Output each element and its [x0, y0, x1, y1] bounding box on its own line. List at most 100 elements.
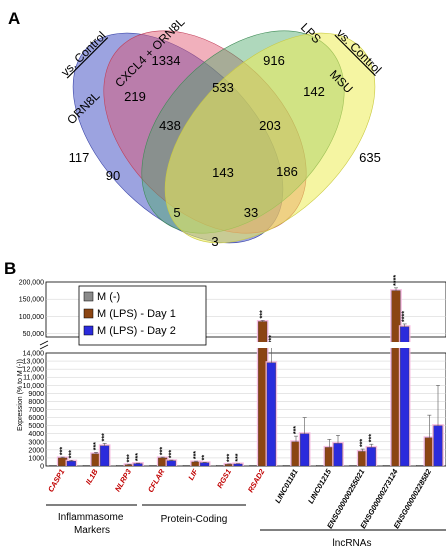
legend-swatch-m-lps-day2 [83, 325, 94, 336]
bar [200, 462, 210, 467]
x-tick-label: RSAD2 [246, 467, 267, 494]
significance-stars: *** [160, 447, 167, 455]
significance-stars: *** [360, 439, 367, 447]
bar [300, 433, 310, 467]
y-tick-label: 8000 [28, 399, 44, 406]
y-tick-label: 13,000 [23, 359, 45, 366]
x-tick-label: LINC01215 [306, 467, 333, 505]
bars: *** ************ ****** *** *** ** *** ********… [49, 275, 444, 467]
group-label-inflammasome-line2: Markers [74, 525, 110, 536]
bar [166, 460, 176, 467]
significance-stars: *** [126, 454, 133, 462]
significance-stars: *** [102, 433, 109, 441]
y-tick-label: 11,000 [23, 375, 44, 382]
venn-count-lps-msu: 142 [303, 84, 325, 99]
venn-set-msu [164, 32, 376, 244]
legend-label-m-lps-day2: M (LPS) - Day 2 [97, 325, 176, 337]
x-tick-label: LIF [186, 467, 200, 482]
legend: M (-) M (LPS) - Day 1 M (LPS) - Day 2 [78, 285, 207, 346]
panel-a-letter: A [8, 9, 20, 28]
legend-label-m-neg: M (-) [97, 291, 120, 303]
venn-count-cxcl-lps-msu: 203 [259, 118, 281, 133]
venn-count-cxcl-lps: 533 [212, 80, 234, 95]
y-tick-label: 3000 [28, 439, 44, 446]
y-tick-label: 7000 [28, 407, 44, 414]
legend-swatch-m-lps-day1 [83, 308, 94, 319]
venn-count-orn-only: 117 [69, 150, 90, 165]
legend-label-m-lps-day1: M (LPS) - Day 1 [97, 308, 176, 320]
y-tick-label: 4000 [28, 431, 44, 438]
y-tick-label: 150,000 [19, 297, 44, 304]
venn-count-orn-lps-msu: 5 [173, 205, 180, 220]
significance-stars: *** [168, 450, 175, 458]
legend-box [78, 285, 207, 346]
y-tick-label: 10,000 [23, 383, 45, 390]
significance-stars: *** [226, 454, 233, 462]
group-label-lncrnas: lncRNAs [333, 538, 372, 549]
significance-stars: *** [60, 447, 67, 455]
venn-count-msu-only: 635 [359, 150, 381, 165]
axis-break [39, 340, 446, 350]
bar [333, 443, 343, 467]
significance-stars: *** [193, 451, 200, 459]
y-axis-label: Expression (% to M (-)) [17, 359, 24, 431]
x-tick-label: ENSG00000228582 [392, 467, 434, 530]
gridlines [45, 281, 446, 467]
significance-stars: *** [368, 434, 375, 442]
y-tick-label: 1000 [28, 455, 44, 462]
venn-diagram [72, 30, 376, 244]
venn-count-orn-msu: 3 [211, 234, 218, 249]
significance-stars: *** [293, 426, 300, 434]
group-label-protein-coding: Protein-Coding [161, 514, 228, 525]
y-tick-label: 0 [40, 464, 44, 471]
group-label-inflammasome-line1: Inflammasome [58, 512, 124, 523]
y-tick-label: 50,000 [23, 331, 45, 338]
venn-count-orn-lps: 90 [106, 168, 120, 183]
significance-stars: **** [393, 275, 400, 286]
bar [133, 463, 143, 467]
panel-b-letter: B [4, 259, 16, 278]
significance-stars: ** [202, 455, 209, 461]
x-tick-label: CFLAR [146, 467, 167, 494]
x-tick-label: RGS1 [215, 468, 233, 490]
group-brackets: Inflammasome Markers Protein-Coding lncR… [46, 504, 446, 549]
bar [433, 425, 443, 467]
group-label-inflammasome: Inflammasome Markers [58, 512, 126, 536]
y-tick-label: 6000 [28, 415, 44, 422]
upper-axis-frame [45, 281, 446, 338]
significance-stars: *** [68, 450, 75, 458]
y-tick-label: 9000 [28, 391, 44, 398]
venn-count-cxcl-msu: 186 [276, 164, 298, 179]
significance-stars: *** [268, 335, 275, 343]
significance-stars: *** [135, 453, 142, 461]
bar [233, 463, 243, 467]
y-tick-label: 200,000 [19, 280, 44, 287]
legend-swatch-m-neg [83, 291, 94, 302]
y-tick-label: 2000 [28, 447, 44, 454]
venn-counts: 117 1334 916 635 219 533 142 90 186 438 … [69, 53, 381, 249]
x-tick-label: LINC01181 [273, 468, 300, 505]
bar [100, 445, 110, 467]
venn-count-orn-cxcl: 219 [124, 89, 146, 104]
bar [66, 461, 76, 467]
bar [366, 447, 376, 467]
venn-count-cxcl-only: 1334 [152, 53, 181, 68]
significance-stars: *** [260, 310, 267, 318]
venn-count-orn-cxcl-lps: 438 [159, 118, 181, 133]
y-tick-label: 100,000 [19, 314, 44, 321]
venn-count-all: 143 [212, 165, 234, 180]
significance-stars: *** [235, 453, 242, 461]
x-tick-label: NLRP3 [113, 467, 134, 494]
significance-stars: **** [402, 311, 409, 322]
y-tick-label: 14,000 [23, 351, 45, 358]
venn-count-orn-cxcl-msu: 33 [244, 205, 258, 220]
bar [266, 362, 276, 467]
y-tick-label: 5000 [28, 423, 44, 430]
x-tick-label: IL1B [84, 467, 100, 486]
significance-stars: *** [93, 442, 100, 450]
venn-count-lps-only: 916 [263, 53, 285, 68]
y-tick-label: 12,000 [23, 367, 45, 374]
y-tick-labels: 0 10002000300040005000600070008000900010,… [19, 280, 44, 471]
